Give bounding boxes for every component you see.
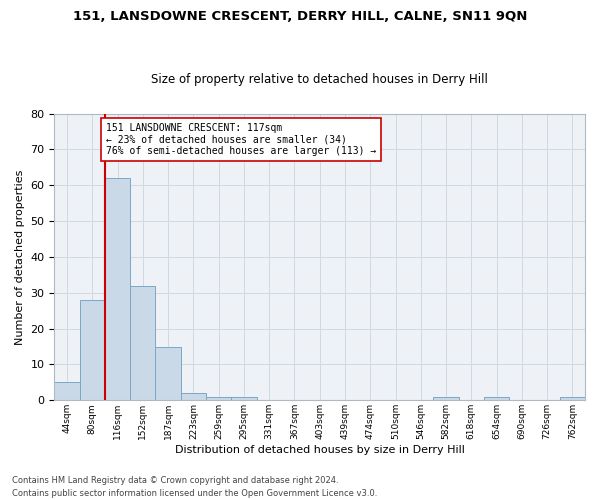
Bar [433,396,458,400]
Bar [206,396,231,400]
X-axis label: Distribution of detached houses by size in Derry Hill: Distribution of detached houses by size … [175,445,464,455]
Bar [80,300,105,400]
Y-axis label: Number of detached properties: Number of detached properties [15,169,25,344]
Bar [55,382,80,400]
Title: Size of property relative to detached houses in Derry Hill: Size of property relative to detached ho… [151,73,488,86]
Bar [130,286,155,401]
Bar [484,396,509,400]
Bar [181,393,206,400]
Bar [231,396,257,400]
Text: 151 LANSDOWNE CRESCENT: 117sqm
← 23% of detached houses are smaller (34)
76% of : 151 LANSDOWNE CRESCENT: 117sqm ← 23% of … [106,122,376,156]
Bar [155,346,181,401]
Bar [560,396,585,400]
Text: 151, LANSDOWNE CRESCENT, DERRY HILL, CALNE, SN11 9QN: 151, LANSDOWNE CRESCENT, DERRY HILL, CAL… [73,10,527,23]
Text: Contains HM Land Registry data © Crown copyright and database right 2024.
Contai: Contains HM Land Registry data © Crown c… [12,476,377,498]
Bar [105,178,130,400]
